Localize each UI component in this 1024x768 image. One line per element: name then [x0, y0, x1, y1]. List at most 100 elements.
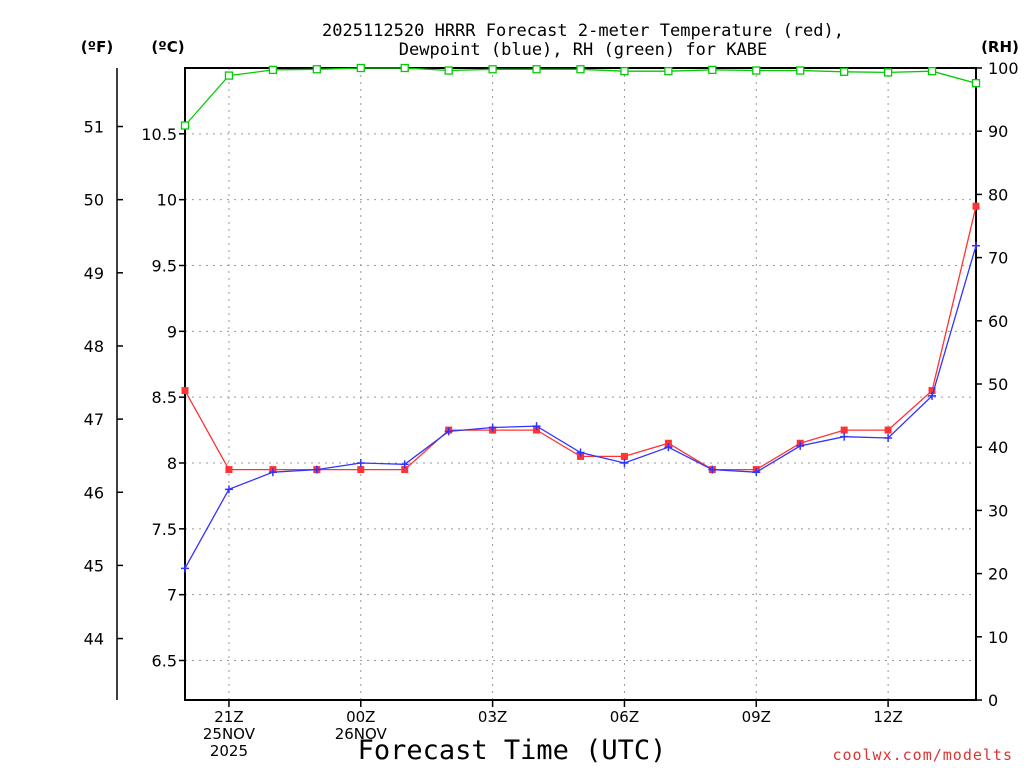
rh-point [971, 79, 981, 88]
celsius-axis: 6.5 7 7.5 8 8.5 9 9.5 10 10.5 [141, 125, 185, 671]
x-tick-label: 06Z [610, 708, 639, 726]
dewpoint-point [620, 459, 629, 467]
x-axis-label: Forecast Time (UTC) [358, 735, 667, 766]
fahrenheit-tick-label: 48 [84, 337, 104, 356]
fahrenheit-tick-label: 50 [84, 191, 104, 210]
rh-point [444, 66, 453, 75]
dewpoint-point [972, 241, 980, 250]
rh-tick-label: 70 [988, 249, 1008, 268]
x-tick-label: 09Z [742, 708, 771, 726]
rh-point [532, 65, 541, 74]
dewpoint-point [356, 459, 365, 467]
rh-point [752, 66, 761, 75]
rh-point [180, 121, 190, 130]
fahrenheit-tick-label: 44 [84, 630, 104, 649]
dewpoint-point [884, 433, 893, 442]
temperature-point [225, 466, 233, 474]
x-tick-label: 12Z [873, 708, 902, 726]
rh-point [840, 67, 849, 76]
rh-tick-label: 20 [988, 565, 1008, 584]
dewpoint-point [928, 391, 937, 400]
celsius-tick-label: 9.5 [152, 257, 177, 276]
dewpoint-point [400, 460, 409, 469]
temperature-point [181, 387, 189, 395]
fahrenheit-tick-label: 47 [84, 410, 104, 429]
rh-point [620, 67, 629, 76]
celsius-tick-label: 8.5 [152, 388, 177, 407]
rh-point [708, 65, 717, 75]
rh-point [224, 71, 234, 80]
temperature-point [928, 387, 936, 395]
rh-point [400, 63, 409, 73]
temperature-point [972, 202, 980, 210]
dewpoint-point [444, 427, 453, 436]
rh-point [927, 67, 937, 76]
x-tick-label: 21Z [214, 708, 243, 726]
celsius-tick-label: 7.5 [152, 520, 177, 539]
temperature-point [357, 466, 365, 474]
fahrenheit-tick-label: 51 [84, 118, 104, 137]
dewpoint-point [488, 423, 497, 432]
rh-point [488, 65, 497, 74]
rh-point [268, 65, 278, 75]
x-tick-label: 2025 [210, 742, 248, 760]
rh-point [356, 63, 365, 73]
rh-point [664, 67, 673, 76]
x-tick-label: 03Z [478, 708, 507, 726]
rh-unit-label: (RH) [981, 38, 1019, 56]
rh-series [180, 63, 981, 130]
temperature-line [184, 206, 977, 471]
x-tick-label: 26NOV [335, 725, 388, 743]
temperature-point [884, 426, 892, 434]
celsius-unit-label: (ºC) [151, 38, 184, 56]
celsius-tick-label: 10 [157, 191, 177, 210]
fahrenheit-axis: 44 45 46 47 48 49 50 51 [84, 118, 123, 649]
dewpoint-point [268, 468, 277, 477]
temperature-series [181, 202, 980, 474]
rh-tick-label: 0 [988, 691, 998, 710]
chart-title-line1: 2025112520 HRRR Forecast 2-meter Tempera… [322, 21, 844, 41]
rh-tick-label: 30 [988, 501, 1008, 520]
temperature-point [840, 426, 848, 434]
x-tick-label: 00Z [346, 708, 375, 726]
rh-tick-label: 50 [988, 375, 1008, 394]
dewpoint-point [840, 432, 849, 441]
plot-frame [184, 67, 977, 701]
rh-tick-label: 40 [988, 438, 1008, 457]
celsius-tick-label: 9 [167, 322, 177, 341]
dewpoint-point [224, 485, 233, 494]
rh-tick-label: 60 [988, 312, 1008, 331]
x-tick-label: 25NOV [203, 725, 256, 743]
dewpoint-point [664, 443, 673, 452]
temperature-point [401, 466, 409, 474]
celsius-tick-label: 7 [167, 586, 177, 605]
celsius-tick-label: 10.5 [141, 125, 177, 144]
celsius-tick-label: 8 [167, 454, 177, 473]
dewpoint-series [181, 241, 980, 573]
dewpoint-line [184, 245, 977, 569]
grid [185, 68, 976, 700]
rh-tick-label: 90 [988, 122, 1008, 141]
watermark: coolwx.com/modelts [832, 746, 1013, 764]
series-layer [180, 63, 981, 573]
temperature-point [620, 452, 628, 460]
rh-point [312, 65, 321, 74]
fahrenheit-tick-label: 46 [84, 483, 104, 502]
rh-tick-label: 100 [988, 59, 1019, 78]
rh-point [796, 66, 805, 75]
chart-title-line2: Dewpoint (blue), RH (green) for KABE [399, 40, 767, 60]
celsius-tick-label: 6.5 [152, 652, 177, 671]
rh-point [883, 68, 893, 77]
dewpoint-point [708, 465, 717, 474]
dewpoint-point [532, 422, 541, 431]
fahrenheit-tick-label: 49 [84, 264, 104, 283]
dewpoint-point [181, 564, 189, 573]
rh-point [576, 65, 585, 74]
dewpoint-point [796, 441, 805, 450]
rh-line [184, 67, 977, 126]
rh-tick-label: 10 [988, 628, 1008, 647]
dewpoint-point [576, 448, 585, 457]
dewpoint-point [752, 468, 761, 477]
